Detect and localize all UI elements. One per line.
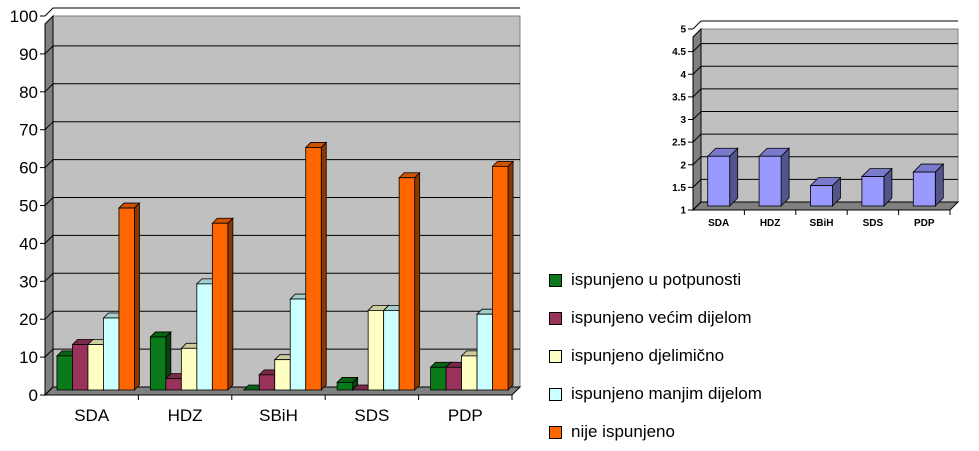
gridline	[692, 111, 958, 120]
small-bar-chart: 1 1.5 2 2.5 3 3.5 4 4.5 5 SDA HDZ SBiH SDS PDP	[672, 20, 960, 229]
x-tick-label: SBiH	[259, 406, 298, 425]
y-tick-label: 0	[29, 386, 38, 405]
gridline	[44, 121, 520, 131]
y-tick-label: 1.5	[672, 183, 686, 194]
gridline	[44, 45, 520, 55]
gridline	[692, 65, 958, 75]
legend-label: nije ispunjeno	[571, 422, 675, 441]
legend-item: nije ispunjeno	[549, 413, 969, 451]
x-tick-label: SDA	[74, 406, 110, 425]
x-tick-label: PDP	[914, 218, 935, 229]
y-tick-label: 100	[10, 7, 38, 26]
gridline	[44, 272, 520, 282]
legend-item: ispunjeno manjim dijelom	[549, 375, 969, 413]
gridline	[692, 133, 958, 143]
bar	[336, 376, 359, 391]
y-tick-label: 40	[19, 234, 38, 253]
legend-label: ispunjeno u potpunosti	[571, 270, 742, 289]
y-tick-label: 60	[19, 159, 38, 178]
y-tick-label: 5	[680, 25, 686, 36]
legend-swatch	[549, 311, 562, 325]
gridline	[44, 197, 520, 206]
x-tick-label: HDZ	[168, 406, 203, 425]
bar	[491, 160, 515, 391]
bar	[211, 217, 234, 391]
x-tick-label: SDA	[708, 218, 729, 229]
y-tick-label: 10	[19, 348, 38, 367]
x-tick-label: PDP	[448, 406, 483, 425]
bar	[912, 163, 945, 207]
y-tick-label: 3.5	[672, 92, 686, 103]
legend: ispunjeno u potpunosti ispunjeno većim d…	[549, 261, 969, 451]
legend-item: ispunjeno djelimično	[549, 337, 969, 375]
main-bar-chart: 0 10 20 30 40 50 60 70 80 90 100 SDA HDZ SBiH SDS PDP	[10, 7, 522, 425]
legend-label: ispunjeno većim dijelom	[571, 308, 752, 327]
bar	[860, 167, 893, 207]
bar	[398, 171, 421, 391]
gridline	[44, 7, 520, 17]
legend-item: ispunjeno većim dijelom	[549, 299, 969, 337]
legend-label: ispunjeno djelimično	[571, 346, 725, 365]
plot-side-wall	[44, 14, 54, 397]
gridline	[44, 234, 520, 244]
y-tick-label: 2.5	[672, 138, 686, 149]
y-tick-label: 4.5	[672, 47, 686, 58]
y-tick-label: 3	[680, 115, 686, 126]
y-tick-label: 2	[680, 160, 686, 171]
y-tick-label: 30	[19, 272, 38, 291]
gridline	[44, 310, 520, 320]
bar	[117, 202, 141, 391]
legend-swatch	[549, 425, 562, 439]
legend-swatch	[549, 349, 562, 363]
legend-label: ispunjeno manjim dijelom	[571, 384, 762, 403]
bar	[809, 176, 842, 207]
x-tick-label: SBiH	[810, 218, 834, 229]
y-tick-label: 4	[680, 70, 686, 81]
gridline	[44, 348, 520, 358]
gridline	[44, 159, 520, 168]
gridline	[692, 20, 958, 30]
x-tick-label: SDS	[354, 406, 389, 425]
legend-item: ispunjeno u potpunosti	[549, 261, 969, 299]
gridline	[692, 88, 958, 98]
y-tick-label: 1	[680, 206, 686, 217]
gridline	[692, 156, 958, 166]
x-tick-label: SDS	[863, 218, 884, 229]
bar	[304, 141, 328, 391]
gridline	[692, 43, 958, 52]
legend-swatch	[549, 387, 562, 401]
y-tick-label: 70	[19, 121, 38, 140]
bar	[758, 147, 791, 207]
bar	[706, 147, 739, 207]
y-tick-label: 80	[19, 83, 38, 102]
x-tick-label: HDZ	[760, 218, 781, 229]
legend-swatch	[549, 273, 562, 287]
y-tick-label: 90	[19, 45, 38, 64]
gridline	[44, 83, 520, 93]
y-tick-label: 50	[19, 196, 38, 215]
y-tick-label: 20	[19, 310, 38, 329]
